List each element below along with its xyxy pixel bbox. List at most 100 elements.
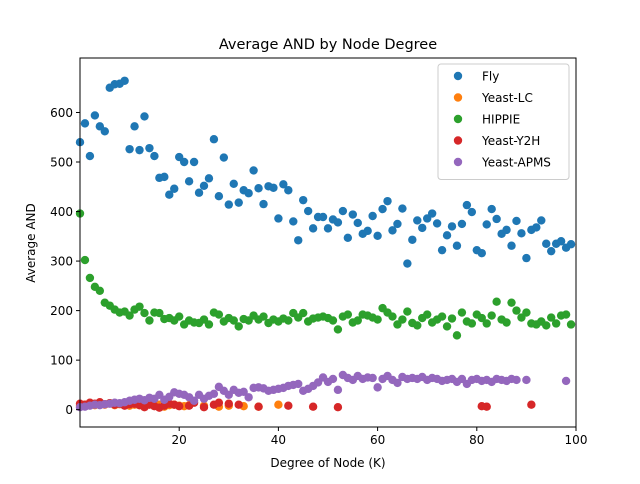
data-point (80, 255, 90, 265)
data-point (561, 376, 571, 386)
data-point (462, 200, 472, 210)
data-point (373, 383, 382, 392)
y-tick-label: 400 (50, 205, 73, 219)
data-point (522, 308, 531, 317)
data-point (442, 322, 452, 331)
data-point (224, 200, 233, 209)
data-point (551, 319, 561, 328)
data-point (239, 387, 248, 397)
data-point (348, 210, 357, 219)
data-point (403, 307, 412, 316)
data-point (333, 325, 343, 334)
data-point (487, 204, 496, 214)
data-point (214, 398, 224, 407)
data-point (353, 218, 362, 228)
legend-marker (453, 93, 463, 102)
data-point (80, 119, 90, 128)
data-point (244, 393, 253, 402)
data-point (561, 310, 571, 319)
series-fly (75, 76, 576, 268)
data-point (204, 320, 214, 329)
data-point (234, 322, 243, 331)
data-point (532, 223, 541, 232)
data-point (294, 379, 303, 389)
data-point (418, 223, 427, 233)
data-point (120, 76, 129, 85)
data-point (413, 216, 422, 225)
data-point (507, 298, 516, 307)
data-point (179, 157, 189, 167)
data-point (522, 253, 531, 263)
data-point (199, 402, 209, 412)
y-axis-label: Average AND (24, 203, 38, 283)
data-point (100, 127, 110, 136)
data-point (442, 231, 452, 240)
axes: 20 40 60 80 100 0 100 200 300 400 500 600 (50, 57, 587, 447)
data-point (338, 206, 348, 216)
data-point (432, 219, 442, 228)
plot-frame (79, 57, 577, 428)
data-point (160, 172, 169, 182)
data-point (452, 331, 462, 340)
data-point (284, 186, 293, 195)
data-point (492, 214, 501, 224)
y-tick-label: 100 (50, 354, 73, 368)
data-point (234, 400, 243, 409)
data-point (209, 135, 219, 144)
data-point (259, 312, 268, 321)
data-point (204, 174, 214, 183)
data-point (413, 321, 422, 330)
data-point (502, 225, 511, 235)
data-point (234, 198, 243, 207)
data-point (363, 226, 372, 236)
series-yeast-apms (75, 370, 571, 412)
data-point (303, 206, 313, 216)
data-point (368, 211, 377, 221)
y-tick-label: 300 (50, 255, 73, 269)
data-point (343, 233, 353, 242)
data-point (437, 245, 447, 255)
data-point (259, 199, 268, 209)
x-tick-label: 20 (172, 433, 187, 447)
data-point (209, 389, 219, 399)
data-point (517, 229, 526, 238)
data-point (566, 320, 576, 329)
data-point (274, 214, 283, 223)
data-point (125, 144, 134, 154)
legend-label: Yeast-APMS (481, 156, 551, 170)
data-point (299, 308, 308, 318)
data-point (542, 321, 551, 330)
data-point (353, 316, 362, 325)
data-point (244, 189, 253, 198)
data-point (145, 143, 154, 153)
data-point (135, 302, 144, 311)
data-point (219, 153, 229, 162)
data-point (487, 311, 496, 320)
data-point (95, 286, 105, 295)
data-point (566, 240, 576, 249)
data-point (85, 273, 95, 283)
data-point (308, 224, 318, 233)
data-point (512, 306, 521, 315)
data-point (457, 219, 467, 229)
data-point (383, 196, 392, 206)
data-point (189, 157, 199, 167)
data-point (403, 259, 412, 268)
data-point (170, 184, 179, 193)
data-point (373, 315, 382, 324)
data-point (423, 310, 432, 319)
data-point (388, 312, 397, 321)
data-point (299, 195, 308, 205)
data-marks (75, 76, 576, 412)
data-point (229, 179, 238, 189)
data-point (165, 190, 174, 199)
data-point (145, 316, 154, 325)
data-point (447, 222, 457, 231)
data-point (274, 400, 283, 409)
y-tick-label: 200 (50, 304, 73, 318)
legend-label: HIPPIE (482, 113, 520, 127)
data-point (398, 315, 407, 324)
data-point (189, 396, 199, 405)
legend-box (437, 63, 570, 180)
